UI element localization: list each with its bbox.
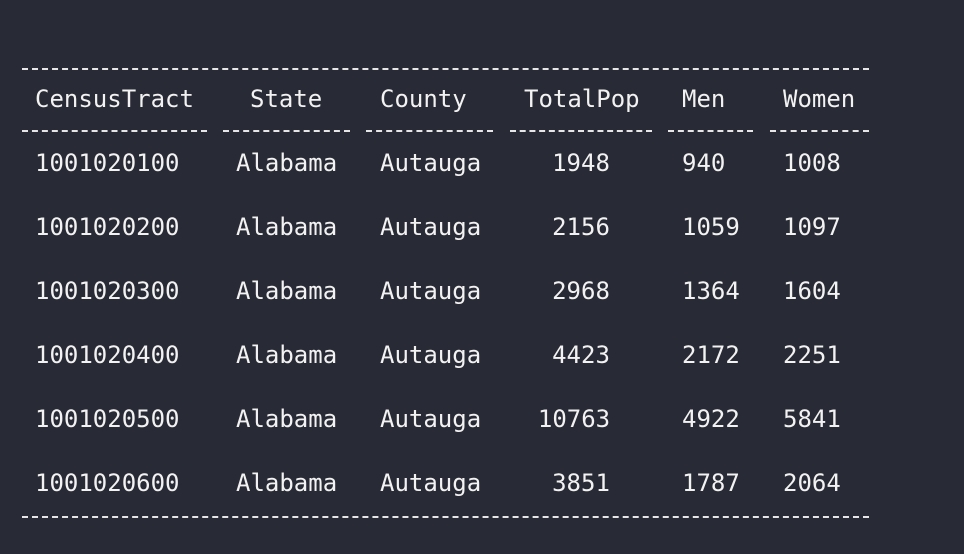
- header-women: Women: [783, 85, 856, 113]
- table-cell-men: 4922: [682, 405, 740, 433]
- table-cell-men: 1364: [682, 277, 740, 305]
- header-rule-men: [668, 130, 753, 132]
- table-cell-totalpop: 3851: [552, 469, 610, 497]
- header-county: County: [380, 85, 467, 113]
- table-cell-county: Autauga: [380, 469, 482, 497]
- table-cell-women: 1008: [783, 149, 841, 177]
- table-cell-totalpop: 2156: [552, 213, 610, 241]
- table-cell-men: 940: [682, 149, 726, 177]
- header-state: State: [250, 85, 323, 113]
- header-rule-state: [223, 130, 350, 132]
- table-cell-men: 1059: [682, 213, 740, 241]
- table-cell-state: Alabama: [236, 213, 338, 241]
- header-rule-county: [366, 130, 493, 132]
- table-cell-county: Autauga: [380, 341, 482, 369]
- table-cell-women: 5841: [783, 405, 841, 433]
- table-cell-censustract: 1001020300: [35, 277, 180, 305]
- table-cell-state: Alabama: [236, 149, 338, 177]
- table-cell-censustract: 1001020400: [35, 341, 180, 369]
- table-cell-totalpop: 10763: [537, 405, 611, 433]
- table-cell-totalpop: 4423: [552, 341, 610, 369]
- table-cell-state: Alabama: [236, 277, 338, 305]
- table-cell-men: 2172: [682, 341, 740, 369]
- header-men: Men: [682, 85, 726, 113]
- header-rule-totalpop: [510, 130, 652, 132]
- top-rule: [22, 68, 869, 70]
- header-rule-censustract: [22, 130, 207, 132]
- header-totalpop: TotalPop: [524, 85, 640, 113]
- table-cell-women: 1097: [783, 213, 841, 241]
- table-cell-state: Alabama: [236, 469, 338, 497]
- table-cell-censustract: 1001020200: [35, 213, 180, 241]
- table-cell-totalpop: 1948: [552, 149, 610, 177]
- table-cell-censustract: 1001020100: [35, 149, 180, 177]
- table-cell-women: 2251: [783, 341, 841, 369]
- table-cell-women: 2064: [783, 469, 841, 497]
- table-cell-men: 1787: [682, 469, 740, 497]
- table-cell-totalpop: 2968: [552, 277, 610, 305]
- header-censustract: CensusTract: [35, 85, 194, 113]
- header-rule-women: [770, 130, 869, 132]
- table-cell-state: Alabama: [236, 405, 338, 433]
- table-cell-censustract: 1001020600: [35, 469, 180, 497]
- table-cell-county: Autauga: [380, 277, 482, 305]
- bottom-rule: [22, 516, 869, 518]
- table-cell-state: Alabama: [236, 341, 338, 369]
- table-cell-county: Autauga: [380, 149, 482, 177]
- table-cell-women: 1604: [783, 277, 841, 305]
- table-cell-county: Autauga: [380, 213, 482, 241]
- table-cell-censustract: 1001020500: [35, 405, 180, 433]
- table-cell-county: Autauga: [380, 405, 482, 433]
